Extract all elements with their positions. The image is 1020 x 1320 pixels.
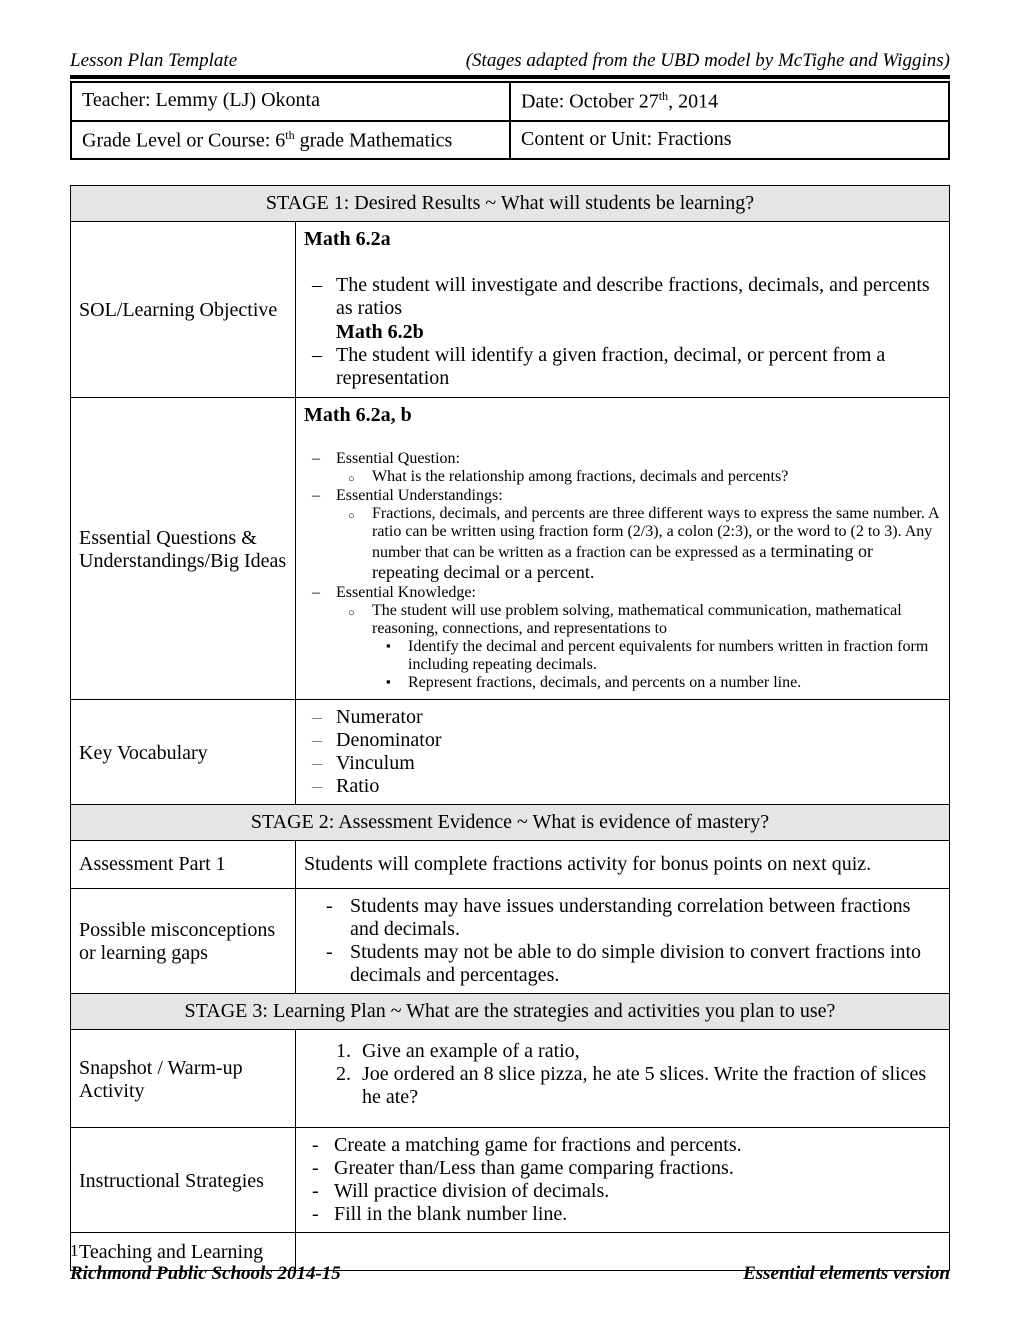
strategies-label: Instructional Strategies (71, 1128, 296, 1233)
footer-right: Essential elements version (743, 1263, 950, 1285)
table-row: Instructional Strategies Create a matchi… (71, 1128, 950, 1233)
stage2-header: STAGE 2: Assessment Evidence ~ What is e… (71, 805, 950, 841)
footer-left: Richmond Public Schools 2014-15 (70, 1263, 341, 1285)
warmup-content: Give an example of a ratio, Joe ordered … (296, 1030, 950, 1128)
misconceptions-content: Students may have issues understanding c… (296, 889, 950, 994)
stage-row: STAGE 2: Assessment Evidence ~ What is e… (71, 805, 950, 841)
warmup-label: Snapshot / Warm-up Activity (71, 1030, 296, 1128)
eq-label: Essential Questions & Understandings/Big… (71, 398, 296, 700)
table-row: Key Vocabulary Numerator Denominator Vin… (71, 700, 950, 805)
header-right: (Stages adapted from the UBD model by Mc… (466, 50, 950, 72)
header-divider (70, 75, 950, 79)
stage3-header: STAGE 3: Learning Plan ~ What are the st… (71, 994, 950, 1030)
vocab-label: Key Vocabulary (71, 700, 296, 805)
table-row: Possible misconceptions or learning gaps… (71, 889, 950, 994)
sol-content: Math 6.2a The student will investigate a… (296, 222, 950, 398)
stage-row: STAGE 1: Desired Results ~ What will stu… (71, 186, 950, 222)
grade-cell: Grade Level or Course: 6th grade Mathema… (71, 121, 510, 160)
eq-content: Math 6.2a, b Essential Question: What is… (296, 398, 950, 700)
stage1-header: STAGE 1: Desired Results ~ What will stu… (71, 186, 950, 222)
info-table: Teacher: Lemmy (LJ) Okonta Date: October… (70, 81, 950, 160)
table-row: Grade Level or Course: 6th grade Mathema… (71, 121, 949, 160)
header-left: Lesson Plan Template (70, 50, 237, 72)
assessment-label: Assessment Part 1 (71, 841, 296, 889)
main-table: STAGE 1: Desired Results ~ What will stu… (70, 185, 950, 1271)
footer: 1 Richmond Public Schools 2014-15 Essent… (70, 1241, 950, 1285)
document-header: Lesson Plan Template (Stages adapted fro… (70, 50, 950, 75)
table-row: Snapshot / Warm-up Activity Give an exam… (71, 1030, 950, 1128)
vocab-content: Numerator Denominator Vinculum Ratio (296, 700, 950, 805)
table-row: Teacher: Lemmy (LJ) Okonta Date: October… (71, 82, 949, 121)
assessment-content: Students will complete fractions activit… (296, 841, 950, 889)
page-number: 1 (70, 1241, 950, 1261)
stage-row: STAGE 3: Learning Plan ~ What are the st… (71, 994, 950, 1030)
table-row: SOL/Learning Objective Math 6.2a The stu… (71, 222, 950, 398)
table-row: Assessment Part 1 Students will complete… (71, 841, 950, 889)
sol-label: SOL/Learning Objective (71, 222, 296, 398)
strategies-content: Create a matching game for fractions and… (296, 1128, 950, 1233)
table-row: Essential Questions & Understandings/Big… (71, 398, 950, 700)
misconceptions-label: Possible misconceptions or learning gaps (71, 889, 296, 994)
date-cell: Date: October 27th, 2014 (510, 82, 949, 121)
content-cell: Content or Unit: Fractions (510, 121, 949, 160)
teacher-cell: Teacher: Lemmy (LJ) Okonta (71, 82, 510, 121)
